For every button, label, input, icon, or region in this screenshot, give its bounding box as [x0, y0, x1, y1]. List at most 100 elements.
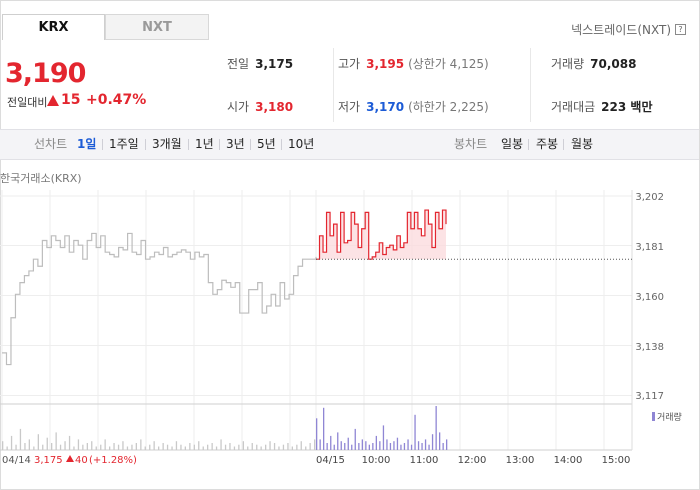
volume-bar	[117, 444, 120, 450]
volume-bar	[379, 441, 381, 450]
volume-bar	[337, 432, 339, 450]
volume-bar	[86, 443, 88, 450]
volume-bar	[162, 443, 164, 450]
volume-bar	[122, 441, 124, 450]
volume-bar	[435, 406, 437, 450]
prev-day-change: 40	[75, 455, 88, 466]
period-divider	[219, 139, 220, 150]
volume-bar	[316, 418, 318, 450]
volume-bar	[260, 446, 262, 450]
volume-bar	[282, 444, 285, 450]
volume-bar	[28, 439, 30, 450]
volume-bar	[375, 435, 377, 450]
current-price: 3,190	[5, 58, 86, 89]
volume-bar	[273, 443, 276, 450]
volume-bar	[305, 446, 307, 450]
volume-bar	[220, 439, 222, 450]
volume-bar	[368, 444, 370, 450]
volume-bar	[202, 446, 204, 450]
volume-bar	[410, 444, 413, 450]
volume-bar	[242, 441, 244, 450]
volume-bar	[278, 446, 280, 450]
stat-divider	[530, 48, 531, 122]
volume-bar	[296, 444, 298, 450]
y-tick-label: 3,160	[635, 292, 664, 303]
today-price-line	[316, 209, 447, 260]
volume-bar	[326, 443, 328, 450]
period-1y[interactable]: 1년	[195, 137, 214, 151]
volume-legend: 거래량	[652, 411, 682, 423]
volume-bar	[91, 441, 93, 450]
nextrade-link-label: 넥스트레이드(NXT)	[571, 23, 671, 37]
volume-bar	[365, 441, 367, 450]
volume-bar	[77, 439, 80, 450]
prev-day-close: 3,175	[34, 455, 63, 466]
stat-lower-limit: (하한가 2,225)	[408, 100, 489, 114]
volume-bar	[238, 444, 240, 450]
volume-bar	[59, 444, 62, 450]
stat-label: 전일	[227, 57, 250, 71]
volume-bar	[224, 444, 227, 450]
stat-label: 시가	[227, 100, 250, 114]
tab-krx[interactable]: KRX	[2, 14, 105, 40]
x-tick-label: 15:00	[602, 455, 631, 466]
volume-bar	[229, 443, 231, 450]
help-icon[interactable]: ?	[675, 24, 686, 35]
volume-bar	[126, 446, 129, 450]
candle-chart-label: 봉차트	[454, 137, 488, 151]
period-3m[interactable]: 3개월	[152, 137, 182, 151]
candle-daily[interactable]: 일봉	[501, 137, 524, 151]
stat-value: 3,175	[255, 57, 294, 71]
volume-bar	[42, 444, 44, 450]
volume-bar	[184, 446, 186, 450]
volume-bar	[95, 446, 97, 450]
period-10y[interactable]: 10년	[288, 137, 315, 151]
volume-bar	[131, 444, 133, 450]
volume-bar	[10, 435, 13, 450]
up-arrow-icon	[66, 455, 74, 462]
tab-nxt[interactable]: NXT	[105, 14, 209, 40]
volume-bar	[149, 444, 151, 450]
period-divider	[528, 139, 529, 150]
candle-weekly[interactable]: 주봉	[536, 137, 559, 151]
period-divider	[563, 139, 564, 150]
volume-bar	[333, 444, 335, 450]
period-divider	[102, 139, 103, 150]
volume-bar	[104, 439, 106, 450]
stat-label: 거래량	[551, 57, 585, 71]
volume-bar	[396, 437, 399, 450]
period-5y[interactable]: 5년	[257, 137, 276, 151]
stat-prev-close: 전일 3,175	[227, 55, 293, 72]
volume-bar	[330, 435, 332, 450]
stat-high: 고가 3,195 (상한가 4,125)	[338, 55, 489, 72]
volume-bar	[256, 444, 258, 450]
volume-bar	[113, 443, 115, 450]
volume-bars	[2, 406, 448, 450]
volume-bar	[372, 443, 374, 450]
period-1w[interactable]: 1주일	[109, 137, 139, 151]
volume-bar	[421, 443, 423, 450]
volume-bar	[431, 434, 434, 450]
stat-label: 거래대금	[551, 100, 596, 114]
stat-low: 저가 3,170 (하한가 2,225)	[338, 98, 489, 115]
volume-bar	[361, 439, 363, 450]
volume-bar	[15, 444, 17, 450]
volume-bar	[198, 441, 200, 450]
change-label: 전일대비	[7, 96, 48, 109]
volume-bar	[393, 441, 395, 450]
period-divider	[281, 139, 282, 150]
period-3y[interactable]: 3년	[226, 137, 245, 151]
volume-bar	[354, 428, 356, 450]
candle-monthly[interactable]: 월봉	[571, 137, 594, 151]
volume-bar	[344, 443, 346, 450]
period-1d[interactable]: 1일	[77, 137, 97, 151]
volume-bar	[19, 428, 22, 450]
volume-bar	[309, 443, 311, 450]
volume-bar	[140, 439, 142, 450]
stat-label: 고가	[338, 57, 361, 71]
stat-value: 3,170	[366, 100, 405, 114]
x-tick-label: 10:00	[362, 455, 391, 466]
volume-bar	[247, 446, 249, 450]
volume-bar	[68, 435, 71, 450]
nextrade-link[interactable]: 넥스트레이드(NXT) ?	[571, 21, 686, 38]
